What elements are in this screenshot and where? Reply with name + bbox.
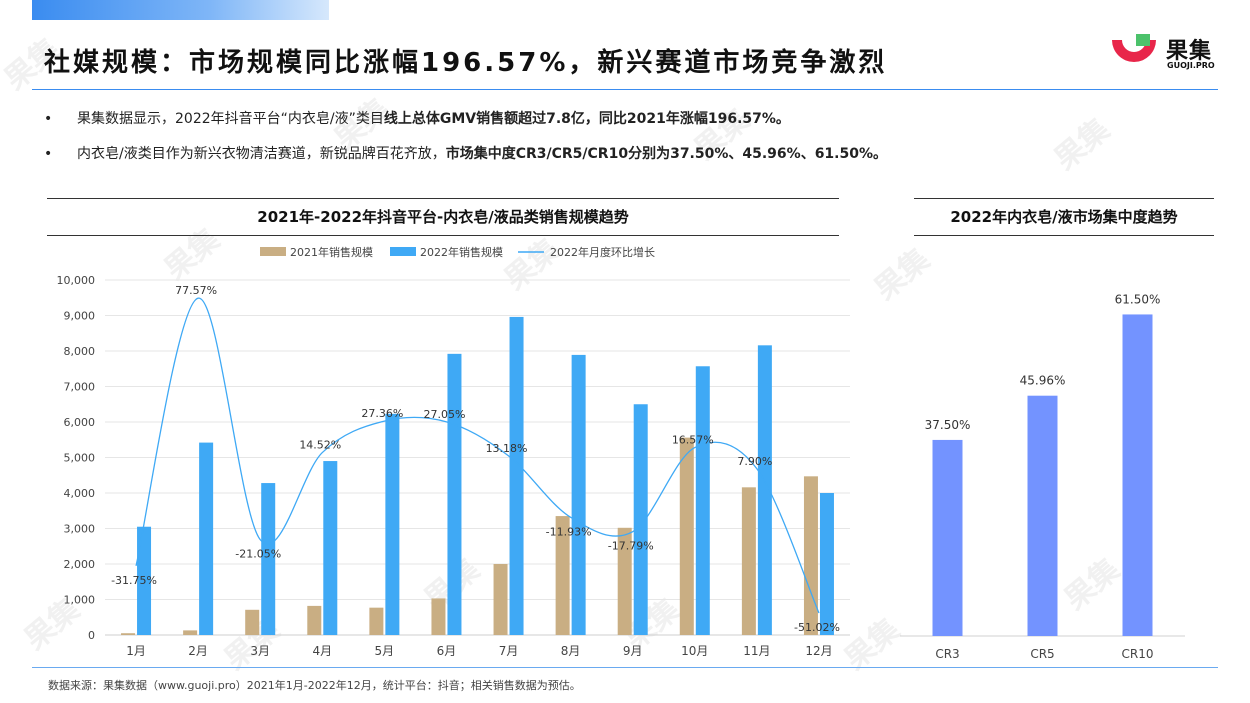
x-tick-label: 2月 — [188, 644, 208, 658]
bar-2021 — [803, 476, 818, 635]
bar-2021 — [369, 607, 384, 635]
x-tick-label: CR3 — [935, 647, 959, 661]
bar-2022 — [633, 404, 648, 635]
y-tick-label: 1,000 — [64, 594, 96, 607]
growth-data-label: -21.05% — [235, 548, 281, 561]
x-tick-label: CR5 — [1030, 647, 1054, 661]
y-tick-label: 0 — [88, 629, 95, 642]
y-tick-label: 9,000 — [64, 310, 96, 323]
x-tick-label: 11月 — [743, 644, 770, 658]
growth-line — [135, 297, 820, 614]
cr-data-label: 37.50% — [925, 418, 971, 432]
bullet-text: 内衣皂/液类目作为新兴衣物清洁赛道，新锐品牌百花齐放， — [77, 146, 446, 162]
x-tick-label: 6月 — [437, 644, 457, 658]
growth-data-label: 27.05% — [423, 408, 465, 421]
sales-trend-chart: 0 1,000 2,000 3,000 4,000 5,000 6,000 7,000 8,00… — [57, 245, 850, 658]
brand-logo-cn: 果集 — [1166, 39, 1213, 64]
top-accent-bar — [32, 0, 329, 20]
legend-label: 2021年销售规模 — [290, 245, 373, 259]
bar-2021 — [183, 630, 198, 635]
growth-data-label: 27.36% — [361, 407, 403, 420]
y-tick-label: 5,000 — [64, 452, 96, 465]
concentration-chart-title: 2022年内衣皂/液市场集中度趋势 — [914, 198, 1214, 236]
bar-2021 — [679, 437, 694, 635]
bar-2021 — [121, 633, 136, 635]
sales-chart-title: 2021年-2022年抖音平台-内衣皂/液品类销售规模趋势 — [47, 198, 839, 236]
summary-bullet: • 果集数据显示，2022年抖音平台“内衣皂/液”类目线上总体GMV销售额超过7… — [44, 108, 1224, 130]
y-tick-label: 7,000 — [64, 381, 96, 394]
y-tick-label: 8,000 — [64, 345, 96, 358]
bar-2022 — [695, 366, 710, 635]
growth-data-label: 16.57% — [672, 434, 714, 447]
summary-bullets: • 果集数据显示，2022年抖音平台“内衣皂/液”类目线上总体GMV销售额超过7… — [44, 108, 1224, 178]
bar-2021 — [555, 516, 570, 635]
page-title: 社媒规模：市场规模同比涨幅196.57%，新兴赛道市场竞争激烈 — [44, 48, 888, 78]
concentration-chart: 37.50% CR3 45.96% CR5 61.50% CR10 — [900, 292, 1185, 661]
y-tick-label: 4,000 — [64, 487, 96, 500]
legend-label: 2022年销售规模 — [420, 245, 503, 259]
summary-bullet: • 内衣皂/液类目作为新兴衣物清洁赛道，新锐品牌百花齐放，市场集中度CR3/CR… — [44, 143, 1224, 165]
bar-2021 — [431, 598, 446, 635]
growth-data-label: 13.18% — [486, 442, 528, 455]
growth-data-label: 14.52% — [299, 439, 341, 452]
legend-swatch-2021 — [260, 247, 286, 256]
cr-data-label: 45.96% — [1020, 374, 1066, 388]
x-tick-label: 3月 — [250, 644, 270, 658]
x-tick-label: 4月 — [312, 644, 332, 658]
cr-data-label: 61.50% — [1115, 292, 1161, 306]
x-tick-label: 10月 — [681, 644, 708, 658]
x-tick-label: 7月 — [499, 644, 519, 658]
y-tick-label: 2,000 — [64, 558, 96, 571]
header-divider — [32, 89, 1218, 90]
bullet-dot: • — [44, 146, 53, 162]
legend-swatch-2022 — [390, 247, 416, 256]
bar-2022 — [261, 483, 276, 635]
growth-data-label: 7.90% — [737, 455, 772, 468]
bar-2022 — [137, 526, 152, 635]
x-tick-label: 5月 — [375, 644, 395, 658]
bar-2022 — [571, 354, 586, 635]
bar-2022 — [447, 353, 462, 635]
bullet-highlight: 市场集中度CR3/CR5/CR10分别为37.50%、45.96%、61.50%… — [445, 146, 888, 162]
x-tick-label: 8月 — [561, 644, 581, 658]
growth-data-label: -11.93% — [546, 525, 592, 538]
x-tick-label: CR10 — [1122, 647, 1154, 661]
brand-logo: 果集 GUOJI.PRO — [1106, 30, 1226, 74]
bar-2021 — [307, 605, 322, 635]
footer-divider — [32, 667, 1218, 668]
x-tick-label: 9月 — [623, 644, 643, 658]
legend-label: 2022年月度环比增长 — [550, 245, 655, 259]
y-tick-label: 6,000 — [64, 416, 96, 429]
bullet-text: 果集数据显示，2022年抖音平台“内衣皂/液”类目 — [77, 111, 384, 127]
cr-bar — [1122, 314, 1153, 636]
bar-2021 — [741, 487, 756, 635]
bar-2021 — [245, 609, 260, 635]
bullet-dot: • — [44, 111, 53, 127]
cr-bar — [932, 439, 963, 636]
growth-data-label: -51.02% — [794, 621, 840, 634]
growth-data-label: 77.57% — [175, 284, 217, 297]
x-tick-label: 1月 — [126, 644, 146, 658]
y-tick-label: 10,000 — [57, 274, 96, 287]
bar-2022 — [757, 345, 772, 635]
bar-2022 — [819, 493, 834, 635]
growth-data-label: -17.79% — [608, 540, 654, 553]
bar-2022 — [323, 461, 338, 635]
bar-2022 — [385, 413, 400, 635]
brand-logo-icon — [1112, 34, 1156, 62]
bar-2021 — [617, 527, 632, 635]
bar-2022 — [199, 442, 214, 635]
brand-logo-en: GUOJI.PRO — [1167, 61, 1215, 70]
cr-bar — [1027, 395, 1058, 636]
y-tick-label: 3,000 — [64, 523, 96, 536]
x-tick-label: 12月 — [805, 644, 832, 658]
data-source-note: 数据来源：果集数据（www.guoji.pro）2021年1月-2022年12月… — [48, 679, 581, 692]
bar-2021 — [493, 564, 508, 635]
growth-data-label: -31.75% — [111, 574, 157, 587]
bar-2022 — [509, 316, 524, 635]
bullet-highlight: 线上总体GMV销售额超过7.8亿，同比2021年涨幅196.57%。 — [383, 111, 790, 127]
